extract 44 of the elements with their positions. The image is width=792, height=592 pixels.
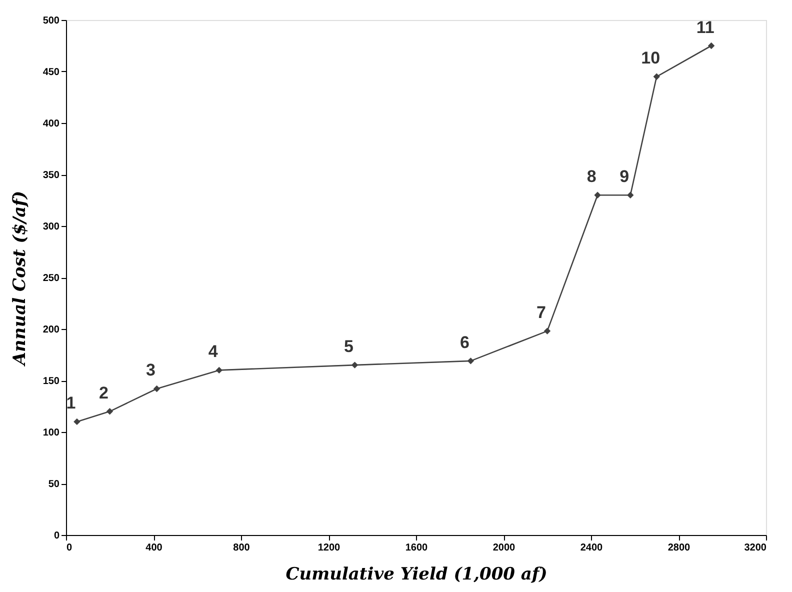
point [544,328,551,334]
annotation: 1 [66,394,76,413]
point [653,73,660,80]
annotation: 3 [146,360,156,380]
x-tick-label: 2000 [492,542,516,554]
annotation: 2 [99,383,108,402]
y-tick-label: 350 [42,170,60,181]
x-tick-label: 0 [66,542,72,554]
y-tick-label: 400 [42,118,60,130]
point [74,418,80,426]
x-tick-label: 3200 [744,542,767,554]
y-tick-label: 250 [42,273,60,284]
y-tick-label: 100 [42,428,60,438]
annotation: 4 [208,342,218,362]
x-tick-label: 1600 [405,542,428,554]
x-tick-label: 2400 [580,542,604,554]
point [594,192,601,198]
annotation: 10 [641,48,660,68]
point [216,366,222,374]
y-tick-label: 200 [42,324,60,336]
x-axis-title: Cumulative Yield (1,000 af) [286,564,548,584]
y-tick-label: 0 [54,530,60,542]
annotation: 6 [460,332,470,352]
annotation: 11 [696,18,714,37]
x-tick-label: 2800 [668,542,691,554]
point [627,192,634,198]
annotation: 8 [586,167,596,186]
x-tick-label: 400 [146,542,163,554]
x-tick-label: 800 [233,542,250,554]
point [153,385,160,392]
point [106,408,114,415]
y-tick-label: 500 [42,16,60,26]
annotation: 5 [344,337,354,356]
y-axis-title: Annual Cost ($/af) [10,190,30,368]
point [467,358,474,364]
y-tick-label: 50 [48,479,60,490]
x-tick-label: 1200 [318,542,341,554]
annotation: 9 [620,167,630,186]
point [351,362,358,368]
y-tick-label: 300 [42,222,60,232]
y-tick-label: 450 [42,67,60,78]
y-tick-label: 150 [42,376,60,387]
annotation: 7 [536,303,546,322]
point [708,42,715,50]
